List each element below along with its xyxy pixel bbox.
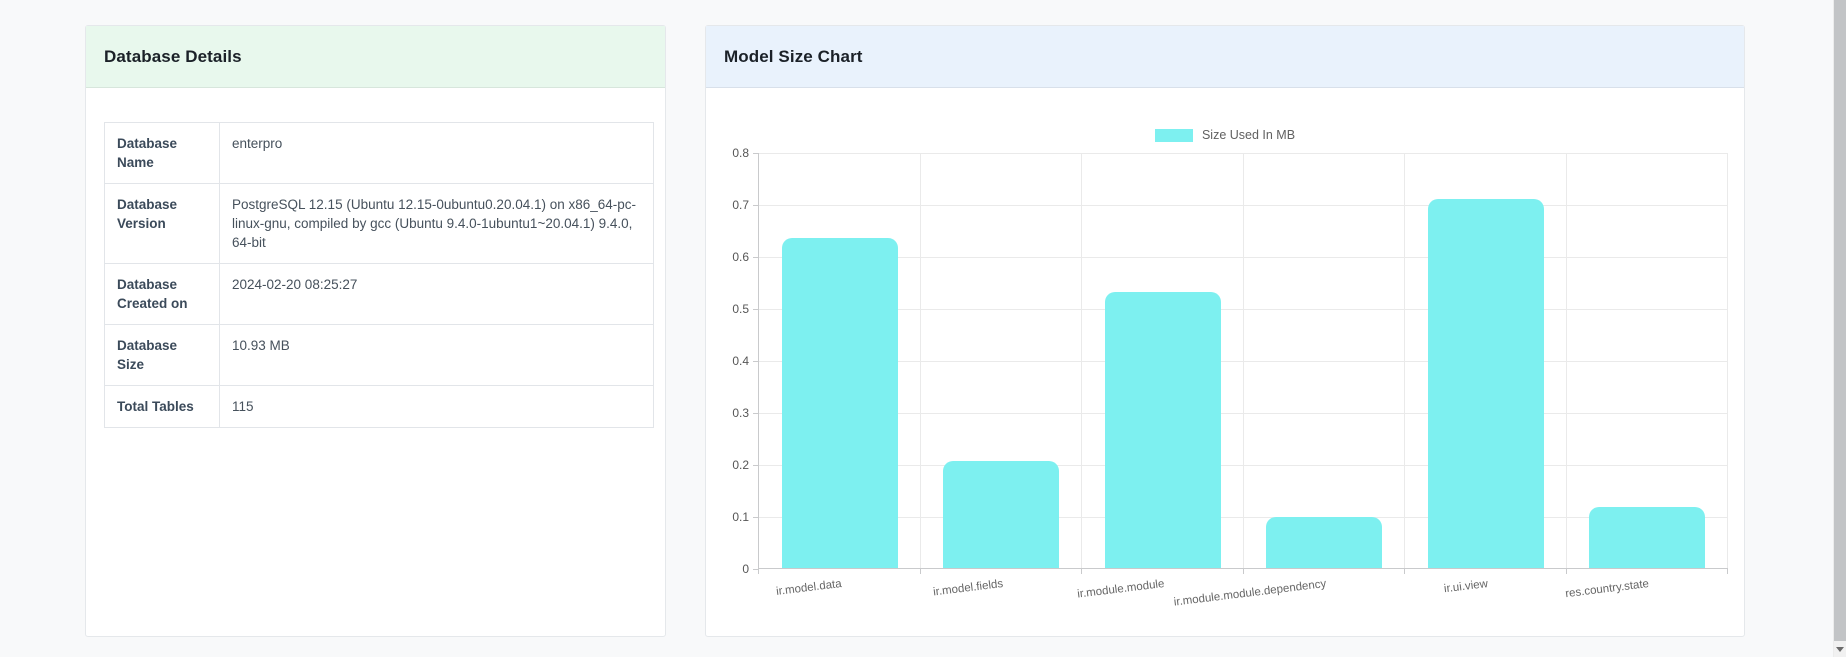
x-axis-label: ir.module.module.dependency — [1172, 578, 1327, 609]
table-row: Database Version PostgreSQL 12.15 (Ubuntu… — [104, 183, 654, 264]
model-size-chart-header: Model Size Chart — [706, 26, 1744, 88]
y-axis-label: 0.1 — [732, 510, 749, 524]
x-axis-tick — [1566, 568, 1567, 574]
gridline-vertical — [1404, 153, 1405, 568]
row-label: Database Size — [104, 324, 220, 386]
row-value: enterpro — [219, 122, 654, 184]
y-axis-label: 0.8 — [732, 146, 749, 160]
scrollbar-thumb[interactable] — [1834, 0, 1846, 641]
x-axis-tick — [920, 568, 921, 574]
row-value: 2024-02-20 08:25:27 — [219, 263, 654, 325]
x-axis-label: ir.model.fields — [932, 578, 1004, 599]
row-label: Database Name — [104, 122, 220, 184]
x-axis-label: ir.module.module — [1077, 578, 1166, 601]
y-axis-tick — [753, 464, 758, 466]
y-axis-tick — [753, 308, 758, 310]
y-axis-tick — [753, 204, 758, 206]
chart-legend[interactable]: Size Used In MB — [706, 128, 1744, 142]
row-label: Database Created on — [104, 263, 220, 325]
y-axis-label: 0.6 — [732, 250, 749, 264]
legend-label: Size Used In MB — [1201, 128, 1296, 142]
row-value: PostgreSQL 12.15 (Ubuntu 12.15-0ubuntu0.… — [219, 183, 654, 264]
x-axis-label: res.country.state — [1564, 578, 1650, 601]
y-axis-tick — [753, 412, 758, 414]
row-label: Database Version — [104, 183, 220, 264]
database-details-title: Database Details — [104, 46, 242, 66]
y-axis-label: 0.7 — [732, 198, 749, 212]
database-details-card: Database Details Database Name enterpro Da… — [85, 25, 666, 637]
gridline-vertical — [1727, 153, 1728, 568]
database-details-table: Database Name enterpro Database Version Pos… — [104, 122, 654, 428]
gridline-vertical — [920, 153, 921, 568]
y-axis-tick — [753, 568, 758, 570]
model-size-chart-title: Model Size Chart — [724, 46, 863, 66]
database-details-body: Database Name enterpro Database Version Pos… — [86, 88, 665, 446]
y-axis-label: 0.2 — [732, 458, 749, 472]
legend-swatch — [1154, 128, 1193, 142]
x-axis-tick — [758, 568, 759, 574]
table-row: Total Tables 115 — [104, 385, 654, 428]
bar-ir.module.module.dependency — [1266, 517, 1382, 568]
bar-ir.model.fields — [943, 461, 1059, 568]
x-axis-tick — [1727, 568, 1728, 574]
y-axis-tick — [753, 360, 758, 362]
x-axis-tick — [1081, 568, 1082, 574]
table-row: Database Created on 2024-02-20 08:25:27 — [104, 263, 654, 325]
database-details-table-body: Database Name enterpro Database Version Pos… — [104, 122, 654, 428]
bar-ir.model.data — [782, 238, 898, 568]
y-axis-tick — [753, 152, 758, 154]
y-axis-label: 0.5 — [732, 302, 749, 316]
row-label: Total Tables — [104, 385, 220, 428]
scrollbar-down-button[interactable] — [1834, 641, 1846, 657]
x-axis-tick — [1404, 568, 1405, 574]
chevron-down-icon — [1836, 646, 1844, 652]
table-row: Database Size 10.93 MB — [104, 324, 654, 386]
row-value: 115 — [219, 385, 654, 428]
chart-plot-area: 0 0.1 0.2 0.3 0.4 0.5 0.6 0.7 0.8 ir.model.data ir… — [732, 146, 1728, 609]
table-row: Database Name enterpro — [104, 122, 654, 184]
y-axis-label: 0.3 — [732, 406, 749, 420]
gridline-vertical — [1081, 153, 1082, 568]
row-value: 10.93 MB — [219, 324, 654, 386]
x-axis-label: ir.model.data — [775, 578, 843, 598]
vertical-scrollbar[interactable] — [1833, 0, 1846, 657]
y-axis-tick — [753, 516, 758, 518]
y-axis-label: 0.4 — [732, 354, 749, 368]
gridline-vertical — [1243, 153, 1244, 568]
x-axis-label: ir.ui.view — [1443, 578, 1489, 596]
x-axis-tick — [1243, 568, 1244, 574]
bar-ir.ui.view — [1428, 199, 1544, 568]
model-size-chart-card: Model Size Chart Size Used In MB 0 0.1 0.2… — [705, 25, 1745, 637]
y-axis-label: 0 — [742, 562, 749, 576]
gridline-vertical — [1566, 153, 1567, 568]
bar-ir.module.module — [1105, 292, 1221, 568]
bar-res.country.state — [1589, 507, 1705, 568]
database-details-header: Database Details — [86, 26, 665, 88]
y-axis-tick — [753, 256, 758, 258]
